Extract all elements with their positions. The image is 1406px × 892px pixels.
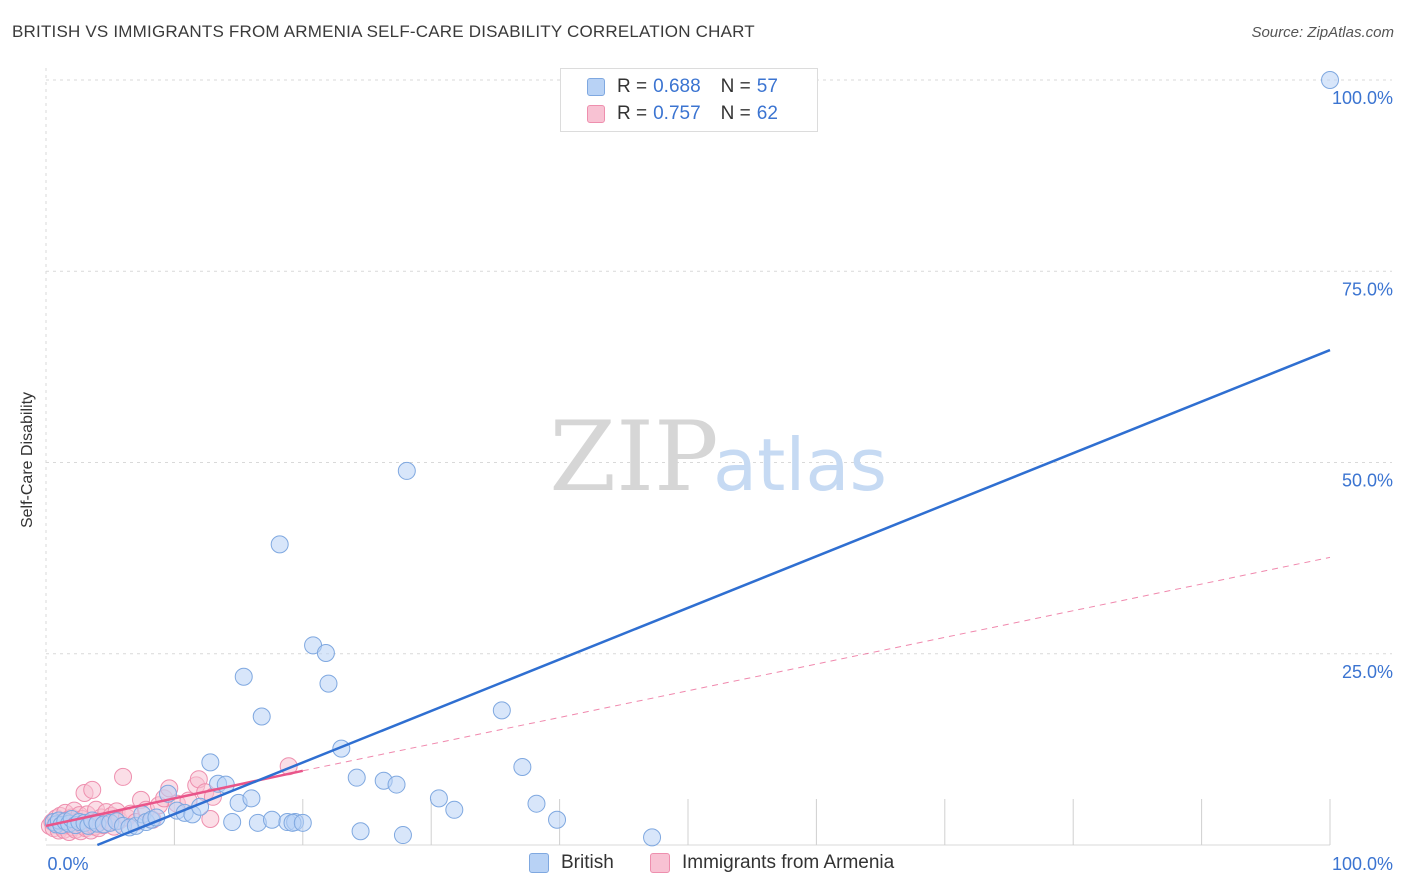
legend-label: Immigrants from Armenia	[682, 852, 895, 873]
n-value: 62	[756, 103, 778, 124]
armenia-swatch	[650, 853, 670, 873]
chart-title: BRITISH VS IMMIGRANTS FROM ARMENIA SELF-…	[12, 22, 755, 41]
data-point-british	[316, 643, 335, 662]
correlation-legend: R = 0.688 N = 57 R = 0.757 N = 62	[560, 68, 818, 132]
data-point-british	[201, 753, 220, 772]
trend-lines	[45, 348, 1331, 847]
data-point-british	[252, 707, 271, 726]
data-point-british	[319, 674, 338, 693]
data-point-british	[347, 768, 366, 787]
british-swatch	[587, 78, 605, 96]
data-point-armenia	[114, 767, 133, 786]
grid-lines	[45, 68, 1392, 846]
data-point-british	[393, 826, 412, 845]
data-point-british	[445, 800, 464, 819]
data-point-armenia	[83, 780, 102, 799]
data-point-british	[270, 535, 289, 554]
n-value: 57	[756, 76, 778, 97]
source-label: Source: ZipAtlas.com	[1251, 24, 1394, 41]
data-point-british	[387, 775, 406, 794]
data-point-british	[1321, 71, 1339, 89]
legend-item-british[interactable]: British	[529, 852, 614, 874]
legend-row-british: R = 0.688 N = 57	[587, 75, 778, 99]
data-point-british	[351, 822, 370, 841]
y-tick-label: 100.0%	[1332, 88, 1393, 108]
r-value: 0.688	[653, 76, 701, 97]
r-value: 0.757	[653, 103, 701, 124]
data-point-british	[293, 813, 312, 832]
n-label: N =	[720, 76, 751, 97]
data-point-british	[527, 794, 546, 813]
data-point-british	[234, 667, 253, 686]
legend-row-armenia: R = 0.757 N = 62	[587, 102, 778, 126]
data-point-british	[262, 810, 281, 829]
trend-line-british	[96, 348, 1331, 847]
watermark: ZIP atlas	[549, 401, 887, 513]
r-label: R =	[617, 76, 648, 97]
n-label: N =	[720, 103, 751, 124]
y-tick-label: 50.0%	[1342, 471, 1393, 491]
data-point-british	[548, 810, 567, 829]
armenia-swatch	[587, 105, 605, 123]
data-point-british	[223, 813, 242, 832]
data-point-british	[513, 757, 532, 776]
legend-label: British	[561, 852, 614, 873]
y-tick-label: 75.0%	[1342, 279, 1393, 299]
watermark-zip: ZIP	[549, 401, 718, 513]
data-point-british	[397, 461, 416, 480]
y-tick-label: 25.0%	[1342, 662, 1393, 682]
x-tick-label: 0.0%	[47, 854, 88, 874]
axis-ticks: 25.0% 50.0% 75.0% 100.0% 0.0% 100.0%	[47, 88, 1393, 874]
series-legend: British Immigrants from Armenia	[0, 852, 1406, 878]
data-point-british	[429, 789, 448, 808]
data-point-british	[643, 828, 662, 847]
watermark-atlas: atlas	[713, 423, 887, 507]
trend-line-armenia-extension	[302, 556, 1331, 772]
data-point-armenia	[201, 809, 220, 828]
r-label: R =	[617, 103, 648, 124]
series-british-points	[44, 71, 1339, 847]
data-point-british	[242, 789, 261, 808]
legend-item-armenia[interactable]: Immigrants from Armenia	[650, 852, 894, 874]
data-point-british	[492, 701, 511, 720]
british-swatch	[529, 853, 549, 873]
x-tick-label: 100.0%	[1332, 854, 1393, 874]
